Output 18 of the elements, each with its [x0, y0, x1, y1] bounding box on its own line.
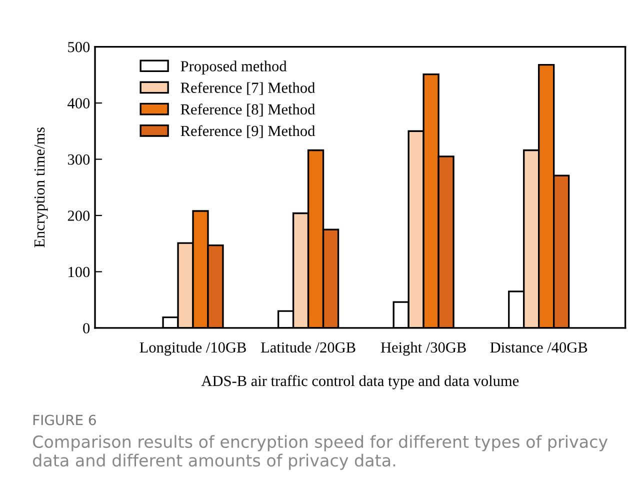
legend-label: Reference [8] Method [180, 104, 316, 116]
legend-label: Reference [7] Method [180, 82, 316, 95]
legend-label: Proposed method [180, 60, 287, 74]
caption: FIGURE 6 [33, 414, 96, 426]
x-tick-label: Height /30GB [380, 342, 466, 356]
y-tick-label: 500 [68, 42, 90, 52]
legend-label: Reference [9] Method [180, 125, 316, 138]
y-axis-title: Encryption time/ms [34, 127, 48, 248]
y-tick-label: 0 [83, 323, 90, 334]
y-tick-label: 300 [68, 154, 90, 165]
y-tick-label: 400 [68, 98, 90, 108]
x-tick-label: Longitude /10GB [140, 342, 246, 356]
y-tick-label: 100 [68, 266, 90, 278]
x-tick-label: Latitude /20GB [260, 342, 356, 353]
y-tick-label: 200 [68, 210, 90, 221]
x-axis-title: ADS-B air traffic control data type and data volume [201, 375, 519, 390]
text: Comparison results of encryption speed for different types of privacy data and different amounts of privacy data. [33, 435, 608, 470]
x-tick-label: Distance /40GB [490, 342, 588, 353]
